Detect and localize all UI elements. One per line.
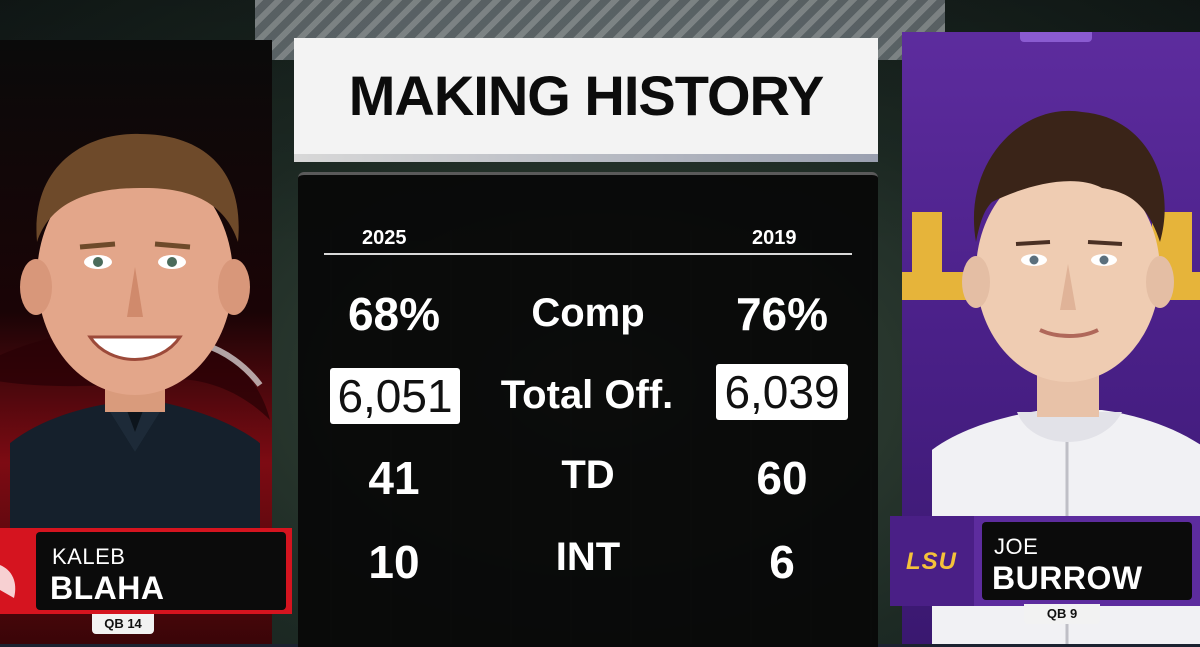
title-banner: MAKING HISTORY [294, 38, 878, 162]
kaleb-blaha-photo [10, 133, 260, 592]
right-player-position: QB 9 [1024, 604, 1100, 624]
stat-label: Total Off. [500, 373, 674, 417]
left-stat-value: 10 [368, 536, 420, 588]
right-player-name-card: LSU JOE BURROW [890, 516, 1200, 606]
header-divider [324, 253, 852, 255]
left-player-position: QB 14 [92, 614, 154, 634]
team-mini-logo-icon [0, 565, 16, 598]
stat-label: TD [561, 453, 615, 497]
stat-label: INT [555, 535, 621, 579]
right-stat-value-highlight: 6,039 [716, 364, 848, 420]
left-player-first-name: KALEB [52, 544, 126, 569]
left-player-name-card: KALEB BLAHA [0, 528, 292, 614]
title-underline [294, 154, 878, 162]
lsu-logo: LSU [906, 548, 957, 575]
left-player-last-name: BLAHA [50, 570, 165, 606]
name-card-inner: KALEB BLAHA [36, 532, 286, 610]
right-player-first-name: JOE [994, 534, 1039, 559]
stat-comparison-panel: 2025 2019 68% Comp 76% 6,051 Total Off. … [298, 172, 878, 647]
panel-tab [1020, 32, 1092, 42]
left-stat-value: 41 [368, 452, 420, 504]
right-year-header: 2019 [752, 227, 797, 249]
name-card-inner: JOE BURROW [982, 522, 1192, 600]
left-stat-value-highlight: 6,051 [330, 368, 460, 424]
left-year-header: 2025 [362, 227, 407, 249]
right-stat-value: 60 [756, 452, 808, 504]
stat-label: Comp [531, 291, 645, 335]
left-stat-value: 68% [347, 288, 441, 340]
right-stat-value: 76% [735, 288, 829, 340]
lsu-logo-box: LSU [890, 516, 974, 606]
right-player-last-name: BURROW [992, 560, 1143, 596]
right-stat-value: 6 [769, 536, 795, 588]
graphic-title: MAKING HISTORY [348, 64, 824, 127]
